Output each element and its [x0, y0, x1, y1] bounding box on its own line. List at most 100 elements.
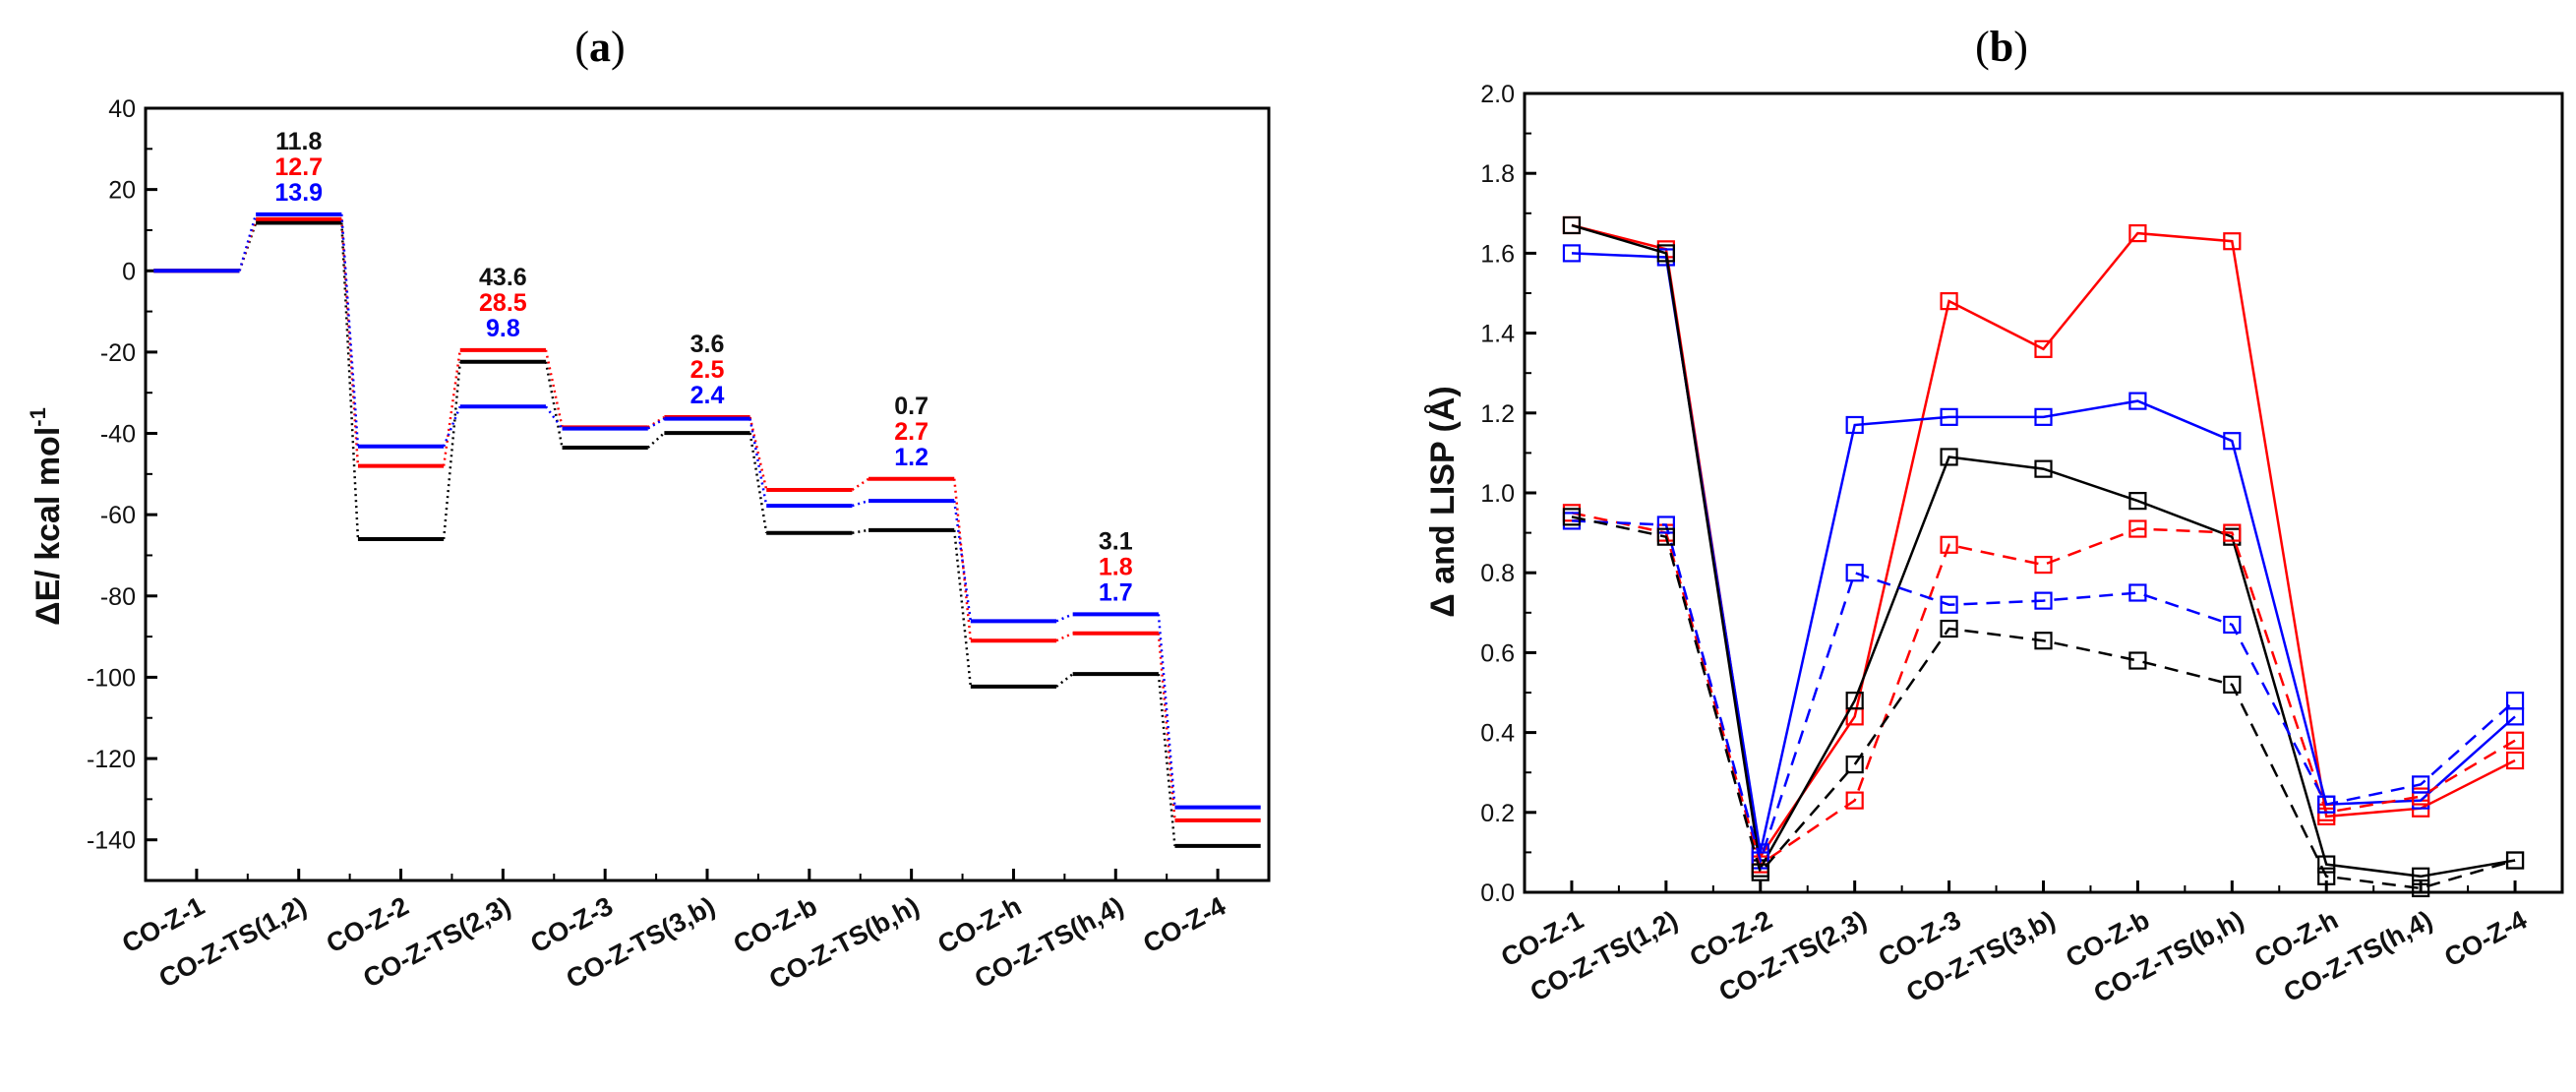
panel-b-marker-blue-solid — [2128, 392, 2147, 410]
panel-b-marker-black-solid — [1940, 448, 1958, 466]
panel-b-marker-red-solid — [1562, 215, 1582, 235]
panel-a-connector-black — [749, 432, 768, 533]
panel-b-plot-frame — [1523, 91, 2564, 894]
panel-a-ytick-label: -20 — [100, 339, 136, 367]
panel-a-barrier-label: 1.7 — [1099, 578, 1133, 606]
panel-a-barrier-label: 3.6 — [690, 331, 725, 358]
panel-a-ytick-label: -80 — [100, 583, 136, 611]
panel-b-ytick-label: 0.6 — [1480, 639, 1515, 667]
panel-b-marker-black-dashed — [2317, 867, 2336, 885]
panel-b-marker-black-dashed — [1751, 863, 1769, 881]
panel-a-barrier-label: 43.6 — [479, 264, 527, 291]
panel-b-series-line-red-dashed — [1571, 512, 2516, 867]
panel-a-connector-red — [851, 477, 869, 491]
panel-a-energy-profile: 40200-20-40-60-80-100-120-140CO-Z-1CO-Z-… — [87, 95, 1271, 995]
panel-a-ytick-label: -140 — [87, 827, 136, 855]
panel-b-marker-blue-dashed — [2317, 795, 2336, 814]
panel-a-barrier-label: 11.8 — [275, 128, 322, 155]
panel-b-marker-blue-dashed — [2128, 583, 2147, 602]
panel-b-series-line-blue-solid — [1571, 252, 2516, 853]
panel-b-marker-black-dashed — [2128, 651, 2147, 670]
panel-b-marker-black-solid — [1656, 244, 1675, 263]
panel-a-connector-black — [852, 528, 869, 534]
panel-a-barrier-label: 28.5 — [479, 289, 527, 317]
panel-a-ytick-label: 40 — [108, 95, 136, 123]
panel-b-series-line-black-solid — [1571, 223, 2516, 879]
panel-a-connector-black — [646, 432, 666, 449]
panel-b-marker-black-solid — [2412, 867, 2430, 885]
panel-a-connector-red — [1157, 633, 1176, 820]
panel-b-marker-blue-solid — [2034, 407, 2053, 426]
panel-a-ylabel: ΔE/ kcal mol-1 — [26, 407, 67, 626]
panel-b-marker-red-dashed — [1940, 535, 1958, 554]
panel-b-marker-black-dashed — [2223, 675, 2242, 694]
panel-b-ytick-label: 1.8 — [1480, 160, 1515, 188]
panel-b-marker-black-solid — [1562, 215, 1582, 235]
panel-b-ytick-label: 1.4 — [1480, 321, 1515, 348]
panel-a-barrier-label: 1.8 — [1099, 553, 1133, 580]
panel-b-marker-black-dashed — [1845, 755, 1864, 774]
panel-a-category-label: CO-Z-4 — [1138, 891, 1230, 959]
panel-b-marker-red-dashed — [2505, 731, 2525, 750]
panel-b-marker-black-dashed — [1940, 619, 1958, 638]
panel-a-connector-red — [749, 416, 768, 491]
panel-b-marker-red-solid — [1940, 292, 1958, 311]
panel-b-series-line-black-dashed — [1571, 516, 2516, 890]
panel-a-connector-blue — [953, 500, 973, 622]
panel-b-marker-black-dashed — [2505, 851, 2525, 870]
panel-b-marker-red-solid — [2223, 232, 2242, 251]
panel-a-connector-blue — [544, 405, 564, 430]
panel-a-connector-black — [1157, 673, 1176, 846]
panel-a-connector-black — [1055, 673, 1074, 688]
panel-b-marker-blue-dashed — [2505, 692, 2525, 710]
panel-a-connector-red — [544, 349, 564, 428]
panel-b-marker-black-dashed — [1656, 527, 1675, 546]
panel-b-marker-blue-dashed — [1940, 595, 1958, 614]
panel-a-connector-black — [544, 361, 564, 449]
panel-a-connector-red — [442, 349, 461, 466]
panel-a-connector-black — [442, 361, 462, 540]
panel-b-ytick-label: 0.4 — [1480, 720, 1515, 748]
panel-b-marker-black-dashed — [2412, 879, 2430, 898]
panel-b-marker-blue-solid — [2223, 432, 2242, 451]
panel-b-marker-black-dashed — [2034, 632, 2053, 650]
panel-b-ytick-label: 1.6 — [1480, 240, 1515, 268]
panel-a-barrier-label: 12.7 — [274, 153, 323, 181]
panel-a-barrier-label: 2.7 — [894, 418, 929, 446]
panel-b-marker-blue-solid — [1940, 407, 1958, 426]
panel-a-connector-black — [952, 529, 973, 688]
panel-b-line-chart: 0.00.20.40.60.81.01.21.41.61.82.0CO-Z-1C… — [1480, 81, 2564, 1008]
panel-b-marker-red-dashed — [1845, 791, 1864, 810]
panel-b-marker-red-solid — [2505, 751, 2525, 770]
panel-b-category-label: CO-Z-4 — [2439, 905, 2532, 973]
panel-a-barrier-label: 1.2 — [894, 444, 929, 471]
panel-b-marker-blue-dashed — [1656, 516, 1675, 534]
panel-a-connector-red — [1055, 632, 1074, 642]
panel-b-marker-red-dashed — [2412, 787, 2430, 806]
panel-a-barrier-label: 2.5 — [690, 356, 725, 384]
panel-a-connector-red — [647, 415, 666, 429]
panel-a-connector-black — [340, 222, 360, 540]
panel-b-marker-red-dashed — [2223, 523, 2242, 542]
panel-b-marker-blue-dashed — [2034, 591, 2053, 610]
panel-b-marker-black-solid — [2128, 492, 2147, 511]
panel-b-marker-blue-dashed — [2412, 775, 2430, 794]
panel-b-marker-red-dashed — [2034, 555, 2053, 575]
panel-a-ytick-label: 20 — [108, 177, 136, 205]
panel-b-marker-black-solid — [2034, 459, 2053, 478]
panel-a-ytick-label: -60 — [100, 502, 136, 529]
panel-a-ytick-label: -100 — [87, 664, 136, 692]
panel-b-marker-red-dashed — [2128, 519, 2147, 538]
panel-b-ytick-label: 0.2 — [1480, 800, 1515, 827]
panel-a-ytick-label: -40 — [100, 421, 136, 449]
panel-a-connector-blue — [1055, 613, 1074, 623]
panel-b-ytick-label: 1.0 — [1480, 480, 1515, 508]
panel-b-marker-black-solid — [1845, 692, 1864, 710]
panel-b-marker-blue-solid — [1845, 415, 1864, 435]
panel-a-barrier-label: 3.1 — [1099, 527, 1133, 555]
panel-b-series-line-blue-dashed — [1571, 519, 2516, 865]
panel-a-title: (a) — [574, 23, 625, 71]
panel-a-barrier-label: 0.7 — [894, 393, 929, 420]
panel-b-marker-black-solid — [2317, 855, 2336, 874]
panel-a-connector-blue — [852, 499, 869, 508]
